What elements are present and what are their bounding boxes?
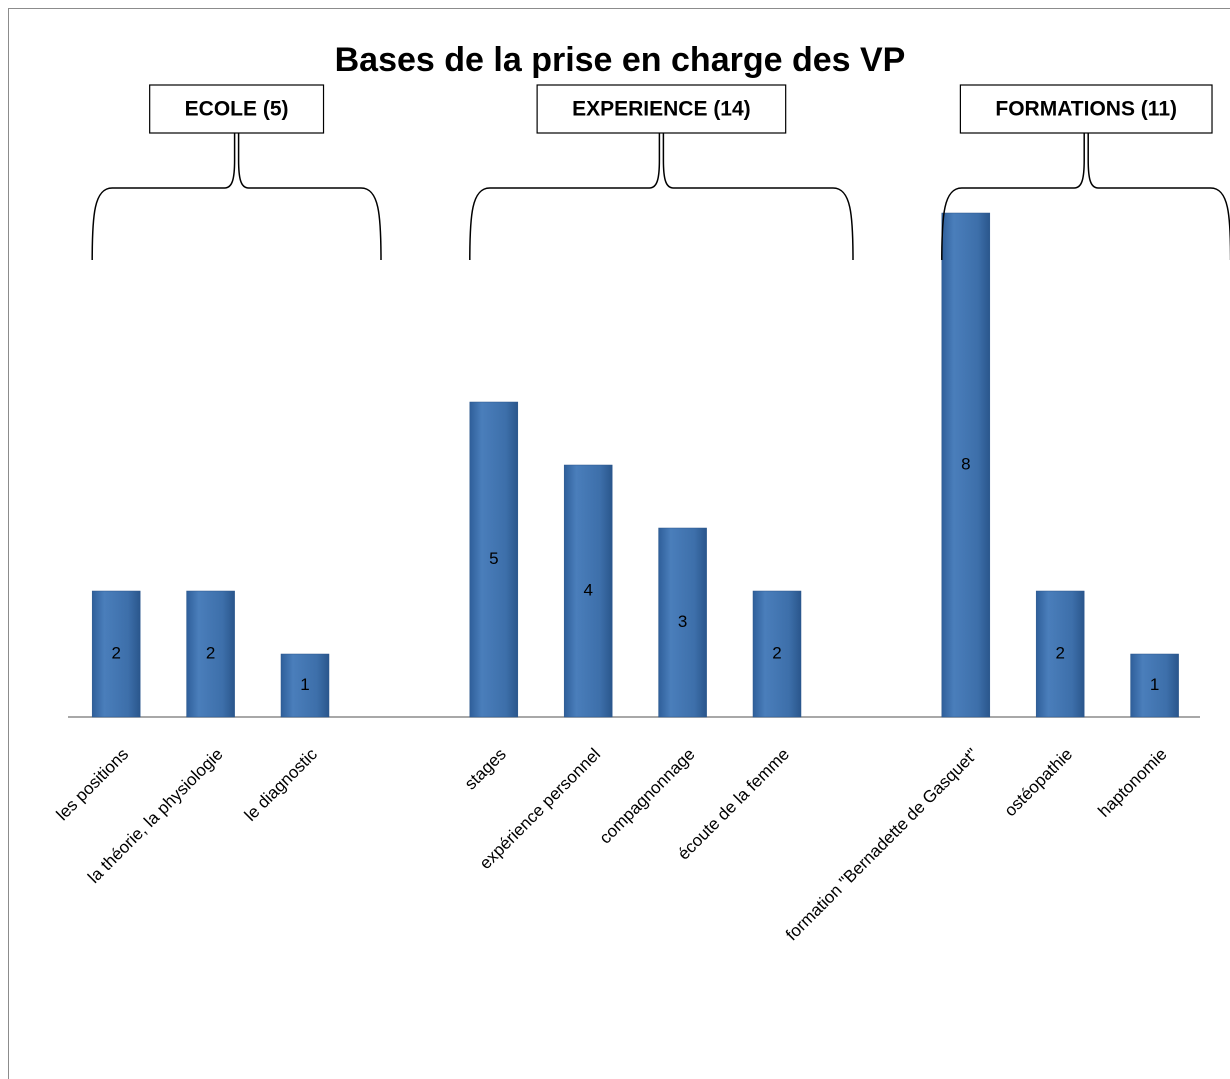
group-box xyxy=(149,84,325,134)
group-box xyxy=(536,84,787,134)
bar xyxy=(91,590,141,718)
x-tick-label: formation "Bernadette de Gasquet" xyxy=(782,745,982,945)
bar xyxy=(186,590,235,718)
group-label: FORMATIONS (11) xyxy=(995,98,1177,121)
data-label: 1 xyxy=(300,675,309,694)
group-label: ECOLE (5) xyxy=(185,98,289,121)
bar xyxy=(658,527,707,718)
data-label: 8 xyxy=(961,454,970,473)
group-label: EXPERIENCE (14) xyxy=(572,98,751,121)
group-bracket xyxy=(91,133,382,261)
bar xyxy=(280,653,330,718)
data-label: 5 xyxy=(489,549,498,568)
x-tick-label: compagnonnage xyxy=(596,745,699,848)
bar xyxy=(563,464,613,718)
data-label: 4 xyxy=(583,580,592,599)
chart-frame xyxy=(8,8,1230,1079)
group-box xyxy=(959,84,1213,134)
bar xyxy=(469,401,519,718)
x-tick-label: le diagnostic xyxy=(241,744,322,825)
data-label: 2 xyxy=(772,643,781,662)
bar xyxy=(752,590,802,718)
data-label: 2 xyxy=(1055,643,1064,662)
bar xyxy=(1035,590,1085,718)
data-label: 2 xyxy=(206,643,215,662)
x-tick-label: ostéopathie xyxy=(1001,745,1077,821)
group-bracket xyxy=(469,133,854,261)
data-label: 2 xyxy=(111,643,120,662)
x-tick-label: haptonomie xyxy=(1094,745,1170,821)
bar xyxy=(941,212,991,718)
chart-title: Bases de la prise en charge des VP xyxy=(335,41,906,79)
x-tick-label: stages xyxy=(461,745,510,794)
data-label: 3 xyxy=(678,612,687,631)
data-label: 1 xyxy=(1150,675,1159,694)
x-tick-label: les positions xyxy=(53,745,133,825)
bar xyxy=(1130,653,1179,718)
